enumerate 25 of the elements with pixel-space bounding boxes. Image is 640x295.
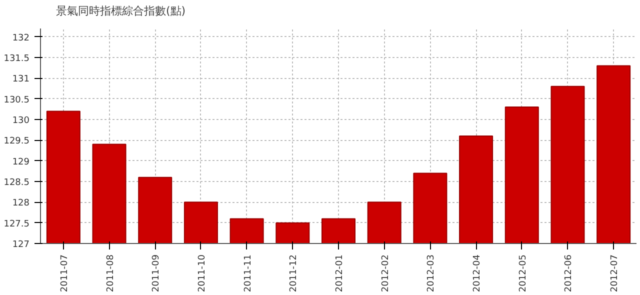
- y-tick-label: 129: [12, 157, 30, 168]
- x-tick-label: 2012-04: [472, 254, 483, 292]
- x-tick-label: 2011-11: [243, 254, 254, 292]
- x-tick-label: 2011-09: [152, 254, 162, 292]
- x-tick-label: 2012-06: [564, 254, 574, 292]
- y-tick-label: 130: [12, 116, 30, 126]
- y-tick-label: 128: [12, 198, 30, 209]
- y-tick-label: 131.5: [4, 54, 30, 64]
- y-tick-label: 128.5: [4, 178, 30, 188]
- x-tick-label: 2011-10: [197, 254, 208, 292]
- x-tick-label: 2012-03: [426, 254, 437, 292]
- x-tick-label: 2012-01: [335, 254, 345, 292]
- y-tick-label: 129.5: [4, 136, 30, 147]
- y-tick-label: 130.5: [4, 95, 30, 106]
- x-tick-label: 2011-12: [289, 254, 300, 292]
- x-tick-label: 2012-07: [610, 254, 620, 292]
- x-tick-label: 2012-05: [518, 254, 528, 292]
- x-tick-label: 2011-08: [106, 254, 116, 292]
- y-tick-label: 131: [12, 74, 30, 85]
- x-tick-label: 2012-02: [380, 254, 391, 292]
- y-tick-label: 132: [12, 33, 30, 44]
- text: 景氣同時指標綜合指數(點): [56, 4, 186, 18]
- y-tick-label: 127: [12, 240, 30, 250]
- x-tick-label: 2011-07: [60, 254, 70, 292]
- y-tick-label: 127.5: [4, 219, 30, 230]
